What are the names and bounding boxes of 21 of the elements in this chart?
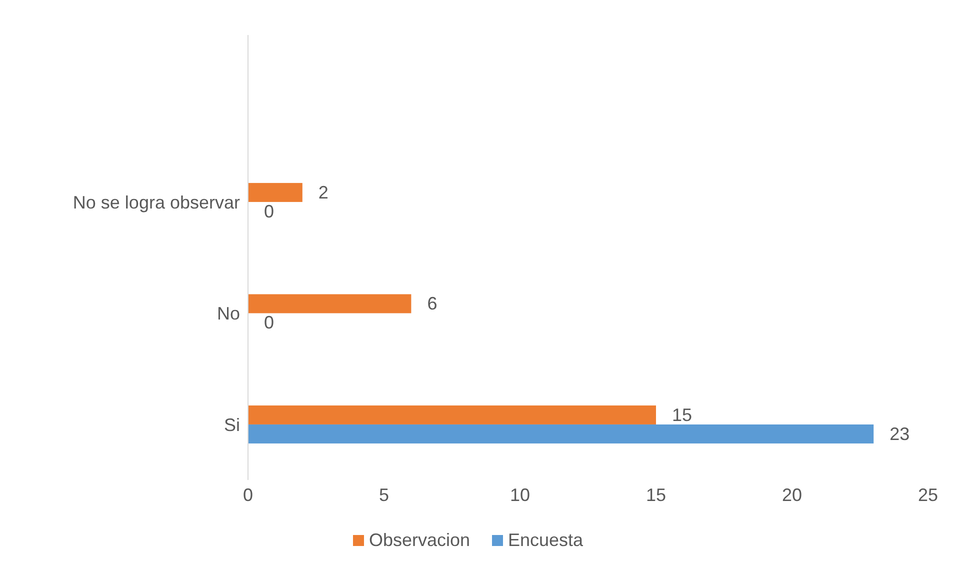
legend-label: Encuesta <box>508 530 584 551</box>
data-label: 2 <box>318 182 328 202</box>
y-tick-label: No se logra observar <box>72 192 240 212</box>
legend-label: Observacion <box>368 530 470 551</box>
y-tick-label: No <box>216 304 240 324</box>
data-label: 0 <box>264 312 274 333</box>
x-tick-label: 5 <box>378 484 390 505</box>
x-tick-label: 25 <box>918 484 938 505</box>
y-tick-label: Si <box>224 414 240 435</box>
x-tick-label: 0 <box>242 484 254 505</box>
data-label: 23 <box>890 424 910 444</box>
data-label: 15 <box>672 404 692 425</box>
bar <box>248 405 656 424</box>
bar <box>248 294 412 314</box>
x-tick-label: 20 <box>782 484 802 505</box>
bar <box>248 182 302 202</box>
x-tick-label: 15 <box>646 484 666 505</box>
bar <box>248 424 874 444</box>
data-label: 6 <box>427 294 438 314</box>
data-label: 0 <box>264 201 274 222</box>
x-tick-label: 10 <box>510 484 530 505</box>
